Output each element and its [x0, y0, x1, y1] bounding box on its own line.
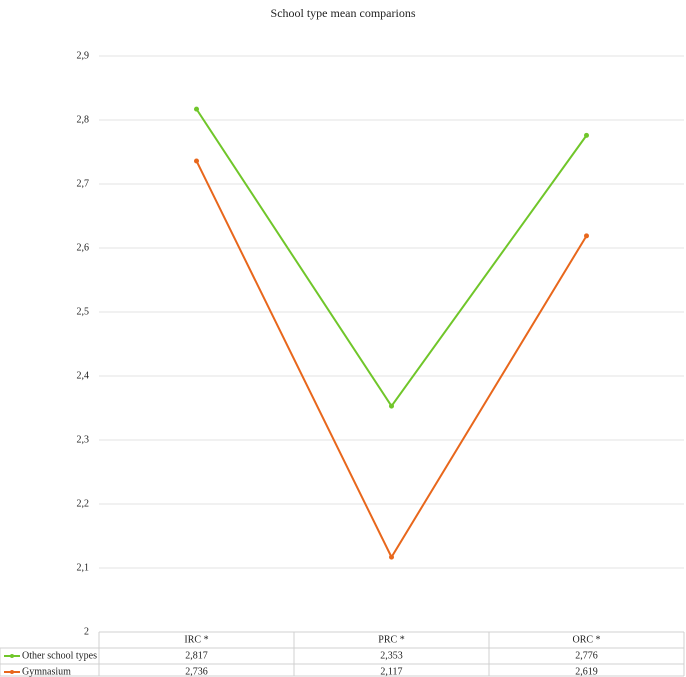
table-value: 2,353: [380, 650, 403, 661]
legend-label: Gymnasium: [22, 666, 71, 677]
table-value: 2,817: [185, 650, 208, 661]
y-tick-label: 2: [84, 626, 89, 637]
y-tick-label: 2,1: [77, 562, 90, 573]
y-tick-label: 2,9: [77, 50, 90, 61]
series-line: [195, 108, 588, 408]
point: [389, 554, 394, 560]
x-tick-label: ORC *: [572, 634, 600, 645]
point: [194, 158, 199, 164]
y-tick-label: 2,5: [77, 306, 90, 317]
legend-marker-dot: [10, 654, 14, 658]
point: [389, 403, 394, 409]
table-value: 2,117: [380, 666, 402, 677]
x-tick-label: IRC *: [184, 634, 208, 645]
y-tick-label: 2,2: [77, 498, 90, 509]
point: [584, 132, 589, 138]
y-tick-label: 2,4: [77, 370, 90, 381]
legend-label: Other school types: [22, 650, 97, 661]
table-value: 2,736: [185, 666, 208, 677]
legend-marker-dot: [10, 670, 14, 674]
y-tick-label: 2,7: [77, 178, 90, 189]
series-line: [195, 160, 588, 560]
point: [194, 106, 199, 112]
y-tick-label: 2,6: [77, 242, 90, 253]
chart-title: School type mean comparions: [271, 6, 416, 20]
x-tick-label: PRC *: [378, 634, 404, 645]
y-tick-label: 2,8: [77, 114, 90, 125]
point: [584, 233, 589, 239]
table-value: 2,619: [575, 666, 598, 677]
table-value: 2,776: [575, 650, 598, 661]
y-tick-label: 2,3: [77, 434, 90, 445]
